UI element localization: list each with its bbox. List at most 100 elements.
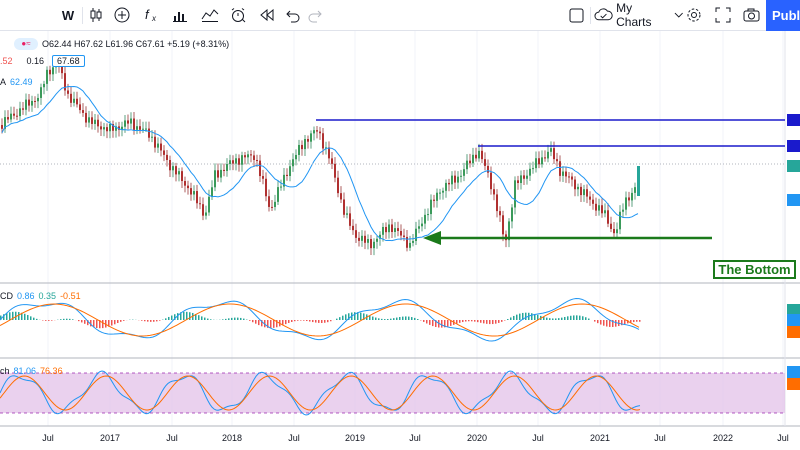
redo-icon[interactable] — [305, 4, 325, 26]
candle-body — [448, 182, 450, 185]
fullscreen-icon[interactable] — [713, 4, 733, 26]
candle-body — [496, 194, 498, 212]
replay-icon[interactable] — [257, 4, 277, 26]
candle-body — [256, 159, 258, 161]
macd-histogram-bar — [321, 320, 323, 323]
candle-body — [574, 179, 576, 190]
macd-histogram-bar — [297, 320, 299, 321]
candle-body — [361, 235, 363, 241]
candle-body — [628, 197, 630, 201]
undo-icon[interactable] — [283, 4, 303, 26]
macd-histogram-bar — [0, 315, 2, 320]
time-axis-label: 2019 — [345, 433, 365, 443]
candle-body — [217, 170, 219, 178]
candle-body — [559, 161, 561, 176]
layout-icon[interactable] — [566, 4, 586, 26]
candle-body — [409, 242, 411, 248]
macd-histogram-bar — [606, 320, 608, 327]
the-bottom-annotation[interactable]: The Bottom — [713, 260, 796, 279]
candle-body — [61, 66, 63, 74]
candle-body — [622, 209, 624, 212]
macd-histogram-bar — [291, 320, 293, 322]
legend-toggle-icon[interactable]: ●≈ — [14, 38, 38, 50]
macd-histogram-bar — [561, 317, 563, 320]
candle-body — [334, 163, 336, 178]
price-scale-marker — [787, 366, 800, 378]
macd-histogram-bar — [354, 312, 356, 320]
macd-value-3: -0.51 — [60, 291, 81, 301]
ma-legend: A 62.49 — [0, 77, 37, 87]
publish-button[interactable]: Publish — [766, 0, 800, 31]
macd-histogram-bar — [603, 320, 605, 326]
candle-body — [442, 190, 444, 193]
macd-histogram-bar — [360, 312, 362, 320]
toolbar-divider — [590, 7, 591, 24]
candle-body — [133, 118, 135, 130]
candle-body — [235, 158, 237, 164]
stoch-legend: ch 81.06 76.36 — [0, 366, 67, 376]
price-chart-canvas[interactable]: Jul 2017 Jul 2018 Jul 2019 Jul 2020 Jul 2021 Jul 20… — [0, 31, 800, 450]
candle-body — [322, 133, 324, 149]
candle-body — [31, 100, 33, 106]
candle-body — [97, 119, 99, 127]
price-scale-marker — [787, 378, 800, 390]
candle-body — [511, 207, 513, 222]
macd-histogram-bar — [387, 318, 389, 320]
candle-body — [604, 210, 606, 214]
compare-icon[interactable] — [199, 4, 221, 26]
macd-histogram-bar — [471, 320, 473, 322]
candle-body — [193, 191, 195, 195]
candle-body — [160, 143, 162, 151]
chart-area[interactable]: Jul 2017 Jul 2018 Jul 2019 Jul 2020 Jul 2021 Jul 20… — [0, 31, 800, 450]
macd-histogram-bar — [402, 316, 404, 320]
time-axis-label: Jul — [166, 433, 178, 443]
my-charts-button[interactable]: My Charts — [594, 1, 684, 29]
candle-body — [373, 241, 375, 249]
macd-histogram-bar — [639, 320, 641, 322]
price-scale-markers — [787, 114, 800, 390]
camera-icon[interactable] — [741, 4, 761, 26]
add-indicator-icon[interactable] — [112, 4, 132, 26]
candle-body — [343, 199, 345, 215]
macd-histogram-bar — [477, 320, 479, 323]
macd-histogram-bar — [285, 320, 287, 325]
chart-type-icon[interactable] — [86, 4, 106, 26]
macd-histogram-bar — [504, 320, 506, 321]
candle-body — [565, 171, 567, 177]
macd-histogram-bar — [204, 317, 206, 320]
chevron-down-icon — [675, 12, 684, 18]
candle-body — [577, 186, 579, 190]
alert-icon[interactable] — [228, 4, 248, 26]
macd-histogram-bar — [573, 315, 575, 320]
price-scale-marker — [787, 304, 800, 316]
candle-body — [49, 69, 51, 75]
macd-histogram-bar — [189, 312, 191, 320]
settings-gear-icon[interactable] — [684, 4, 704, 26]
macd-histogram-bar — [63, 318, 65, 320]
candle-body — [277, 187, 279, 202]
macd-histogram-bar — [609, 320, 611, 327]
candle-body — [4, 117, 6, 129]
candle-body — [631, 192, 633, 201]
macd-histogram-bar — [324, 320, 326, 323]
time-axis-label: Jul — [42, 433, 54, 443]
candle-body — [181, 171, 183, 182]
candle-body — [139, 126, 141, 130]
macd-value-2: 0.35 — [38, 291, 57, 301]
macd-histogram-bar — [342, 315, 344, 320]
interval-button[interactable]: W — [61, 7, 75, 23]
financials-icon[interactable] — [170, 4, 190, 26]
candle-body — [529, 168, 531, 176]
macd-histogram-bar — [69, 318, 71, 320]
candle-body — [154, 136, 156, 148]
macd-histogram-bar — [375, 317, 377, 320]
macd-histogram-bar — [306, 320, 308, 322]
candle-body — [115, 126, 117, 131]
time-axis-label: 2020 — [467, 433, 487, 443]
candle-body — [250, 154, 252, 156]
candle-body — [364, 235, 366, 243]
macd-histogram-bar — [12, 311, 14, 320]
time-axis-label: 2018 — [222, 433, 242, 443]
